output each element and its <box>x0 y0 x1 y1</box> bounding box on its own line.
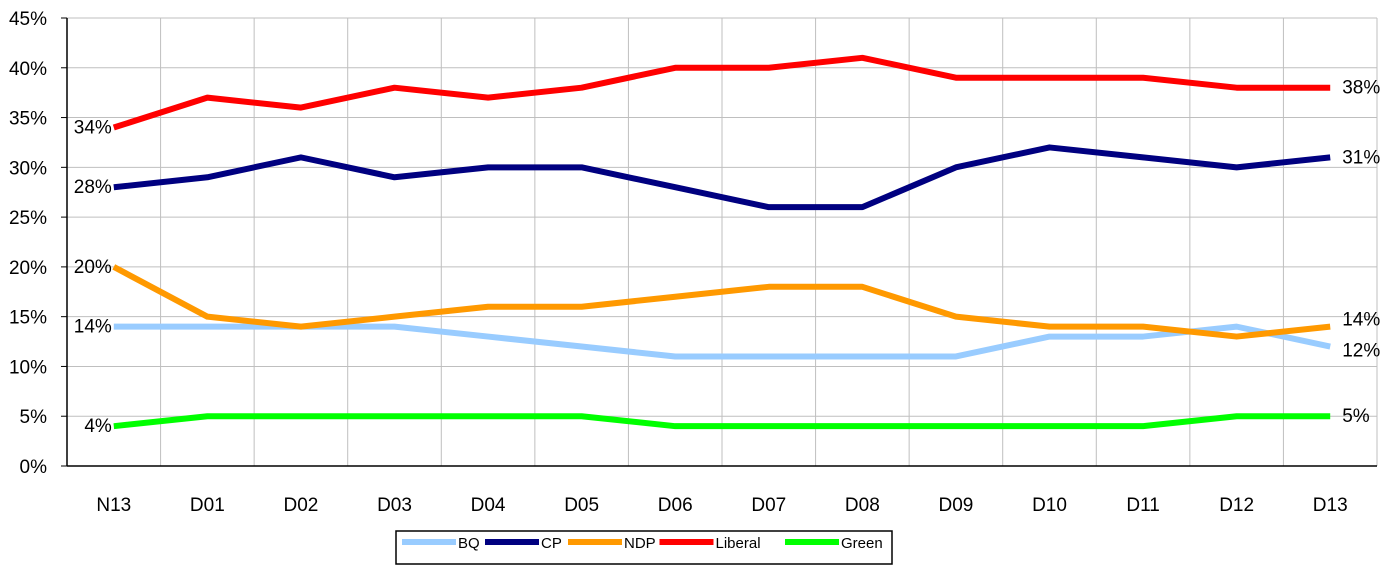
y-tick-label: 45% <box>9 9 47 30</box>
x-tick-label: D10 <box>1032 495 1067 516</box>
start-data-label: 14% <box>74 317 112 338</box>
end-data-label: 38% <box>1342 78 1380 99</box>
series-line-ndp <box>112 264 1331 340</box>
start-data-label: 34% <box>74 118 112 139</box>
series-line-liberal <box>112 54 1331 131</box>
x-tick-label: D11 <box>1126 495 1159 516</box>
x-tick-label: D13 <box>1313 495 1348 516</box>
x-axis-tick-labels: N13 D01 D02 D03 D04 D05 D06 D07 D08 D09 D10 D11 D12 D… <box>96 495 1347 516</box>
x-tick-label: D08 <box>845 495 880 516</box>
y-axis-tick-labels: 0% 5% 10% 15% 20% 25% 30% 35% 40% 45% <box>9 9 47 478</box>
data-labels: 14% 12% 28% 31% 20% 14% 34% 38% 4% 5% <box>74 78 1381 437</box>
x-tick-label: D06 <box>658 495 693 516</box>
start-data-label: 4% <box>84 416 112 437</box>
y-tick-label: 0% <box>20 457 48 478</box>
x-tick-label: N13 <box>96 495 131 516</box>
y-tick-label: 15% <box>9 308 47 329</box>
end-data-label: 14% <box>1342 310 1380 331</box>
end-data-label: 5% <box>1342 406 1370 427</box>
end-data-label: 12% <box>1342 341 1380 362</box>
y-tick-label: 30% <box>9 158 47 179</box>
legend-label: Liberal <box>716 535 761 552</box>
gridlines <box>67 17 1378 466</box>
x-tick-label: D03 <box>377 495 412 516</box>
x-tick-label: D04 <box>471 495 506 516</box>
y-tick-label: 35% <box>9 109 47 130</box>
y-tick-label: 5% <box>20 407 48 428</box>
x-tick-label: D02 <box>283 495 318 516</box>
x-tick-label: D12 <box>1219 495 1254 516</box>
legend-label: Green <box>841 535 883 552</box>
legend-box <box>395 530 893 565</box>
y-tick-label: 25% <box>9 208 47 229</box>
legend-label: CP <box>541 535 562 552</box>
axes <box>61 17 1377 467</box>
x-tick-label: D05 <box>564 495 599 516</box>
y-tick-label: 20% <box>9 258 47 279</box>
x-tick-label: D07 <box>751 495 786 516</box>
start-data-label: 28% <box>74 177 112 198</box>
series-line-green <box>113 413 1331 430</box>
y-tick-label: 10% <box>9 357 47 378</box>
y-tick-label: 40% <box>9 59 47 80</box>
x-tick-label: D01 <box>190 495 225 516</box>
legend-label: NDP <box>624 535 656 552</box>
x-tick-label: D09 <box>938 495 973 516</box>
legend-label: BQ <box>458 535 480 552</box>
end-data-label: 31% <box>1342 147 1380 168</box>
series-lines <box>112 54 1331 430</box>
series-line-cp <box>113 144 1331 211</box>
legend: BQ CP NDP Liberal Green <box>395 530 893 565</box>
start-data-label: 20% <box>74 257 112 278</box>
